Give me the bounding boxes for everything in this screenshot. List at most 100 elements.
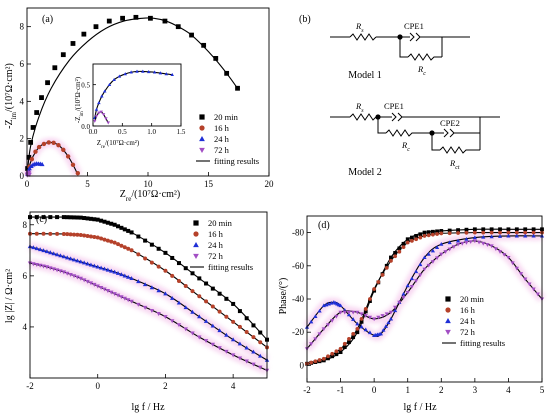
bode-phase-point-24-h <box>317 308 322 313</box>
bode-modulus-point-24-h <box>37 247 43 252</box>
inset-point-72-h <box>101 113 106 117</box>
bode-phase-point-20-min <box>422 230 427 235</box>
bode-modulus-point-24-h <box>34 246 39 251</box>
bode-modulus-point-16-h <box>244 330 249 335</box>
bode-phase-x-tick-label: -1 <box>337 385 345 395</box>
cpe2-element <box>443 128 455 138</box>
bode-phase-point-16-h <box>359 317 364 321</box>
nyquist-legend-label-72-h: 72 h <box>214 145 230 155</box>
nyquist-point-24-h <box>27 166 32 171</box>
bode-modulus-point-72-h <box>65 271 70 276</box>
bode-phase-x-tick-label: 5 <box>540 385 545 395</box>
bode-phase-point-16-h <box>338 346 343 351</box>
bode-modulus-point-72-h <box>78 276 83 281</box>
bode-modulus-point-72-h <box>125 298 131 303</box>
bode-modulus-point-72-h <box>88 281 94 286</box>
nyquist-legend-marker-72-h <box>199 147 205 153</box>
bode-modulus-point-72-h <box>119 295 124 300</box>
bode-phase-y-tick-label: -40 <box>292 294 304 304</box>
bode-modulus-point-20-min <box>48 215 53 220</box>
nyquist-point-16-h <box>46 140 51 145</box>
bode-modulus-point-16-h <box>143 256 148 261</box>
nyquist-point-20-min <box>175 24 181 30</box>
bode-phase-point-72-h <box>393 305 398 310</box>
bode-modulus-point-72-h <box>115 293 121 298</box>
bode-phase-point-72-h <box>434 256 440 261</box>
nyquist-point-20-min <box>34 110 40 115</box>
bode-phase-point-20-min <box>456 228 460 233</box>
bode-modulus-legend-label-20-min: 20 min <box>208 218 233 228</box>
bode-phase-point-16-h <box>506 230 511 235</box>
bode-modulus-point-24-h <box>217 328 222 333</box>
rs-label-2: Rs <box>355 101 364 114</box>
bode-phase-point-20-min <box>351 335 356 340</box>
panel-label-a: (a) <box>42 14 53 25</box>
bode-modulus-point-24-h <box>237 341 243 346</box>
bode-modulus-point-72-h <box>58 269 63 274</box>
bode-phase-fit-line-20-min <box>306 228 542 365</box>
bode-modulus-point-16-h <box>149 260 154 265</box>
bode-phase-point-16-h <box>401 245 406 250</box>
bode-phase-point-72-h <box>518 272 524 276</box>
bode-phase-point-16-h <box>426 233 431 238</box>
bode-phase-point-20-min <box>435 229 439 234</box>
bode-modulus-point-24-h <box>109 268 114 273</box>
bode-modulus-x-axis-label: lg f / Hz <box>131 402 165 413</box>
bode-phase-point-24-h <box>359 324 364 329</box>
nyquist-point-24-h <box>39 161 45 167</box>
bode-modulus-point-16-h <box>75 232 80 237</box>
nyquist-point-20-min <box>224 70 230 76</box>
bode-phase-point-72-h <box>481 241 486 246</box>
bode-phase-point-72-h <box>355 310 360 315</box>
bode-phase-legend-marker-24-h <box>445 318 451 324</box>
inset-plot-frame <box>92 63 182 127</box>
inset-y-tick-label: 0.0 <box>81 123 90 131</box>
bode-phase-legend-marker-20-min <box>445 296 451 302</box>
bode-modulus-point-24-h <box>88 262 94 267</box>
cpe1-element-2 <box>391 112 403 122</box>
nyquist-legend-marker-24-h <box>199 136 205 142</box>
bode-phase-point-72-h <box>485 243 490 247</box>
bode-modulus-point-24-h <box>115 270 121 275</box>
bode-phase-point-72-h <box>502 253 507 257</box>
bode-modulus-point-24-h <box>58 253 63 258</box>
nyquist-x-tick-label: 5 <box>85 179 90 189</box>
bode-phase-point-16-h <box>523 230 528 235</box>
bode-phase-legend-marker-72-h <box>445 329 451 335</box>
bode-modulus-point-20-min <box>237 309 242 314</box>
bode-phase-point-16-h <box>384 265 389 270</box>
bode-modulus-point-24-h <box>149 285 155 290</box>
panel-label-c: (c) <box>36 214 47 225</box>
bode-modulus-point-16-h <box>102 237 107 242</box>
cpe1-label-1: CPE1 <box>404 21 424 31</box>
bode-modulus-point-72-h <box>105 289 111 293</box>
nyquist-point-20-min <box>93 24 99 30</box>
bode-modulus-point-16-h <box>129 248 134 253</box>
nyquist-legend-marker-20-min <box>199 114 205 120</box>
bode-phase-point-16-h <box>393 254 398 259</box>
bode-phase-y-tick-label: -60 <box>292 261 304 271</box>
bode-modulus-point-20-min <box>251 323 256 328</box>
bode-modulus-point-72-h <box>156 312 161 316</box>
nyquist-point-20-min <box>81 31 87 37</box>
bode-modulus-plot-frame <box>29 211 268 379</box>
bode-modulus-point-24-h <box>125 274 131 279</box>
bode-modulus-legend-label-24-h: 24 h <box>208 240 224 250</box>
bode-phase-point-16-h <box>330 351 335 356</box>
bode-modulus-point-20-min <box>210 286 215 291</box>
bode-modulus-point-20-min <box>176 261 181 266</box>
bode-phase-point-72-h <box>468 240 473 244</box>
bode-modulus-point-72-h <box>85 279 90 284</box>
bode-phase-point-72-h <box>430 260 435 264</box>
bode-phase-x-tick-label: -2 <box>303 385 311 395</box>
cpe1-element-1 <box>409 32 421 42</box>
bode-phase-point-20-min <box>389 255 393 260</box>
inset-y-axis-label: -Zim/(10⁷Ω·cm²) <box>74 76 85 123</box>
bode-modulus-legend-marker-72-h <box>193 253 199 259</box>
bode-modulus-point-20-min <box>156 246 161 251</box>
bode-modulus-point-16-h <box>41 231 46 236</box>
bode-phase-point-16-h <box>498 230 502 235</box>
inset-fit-line-24-h <box>94 70 173 118</box>
